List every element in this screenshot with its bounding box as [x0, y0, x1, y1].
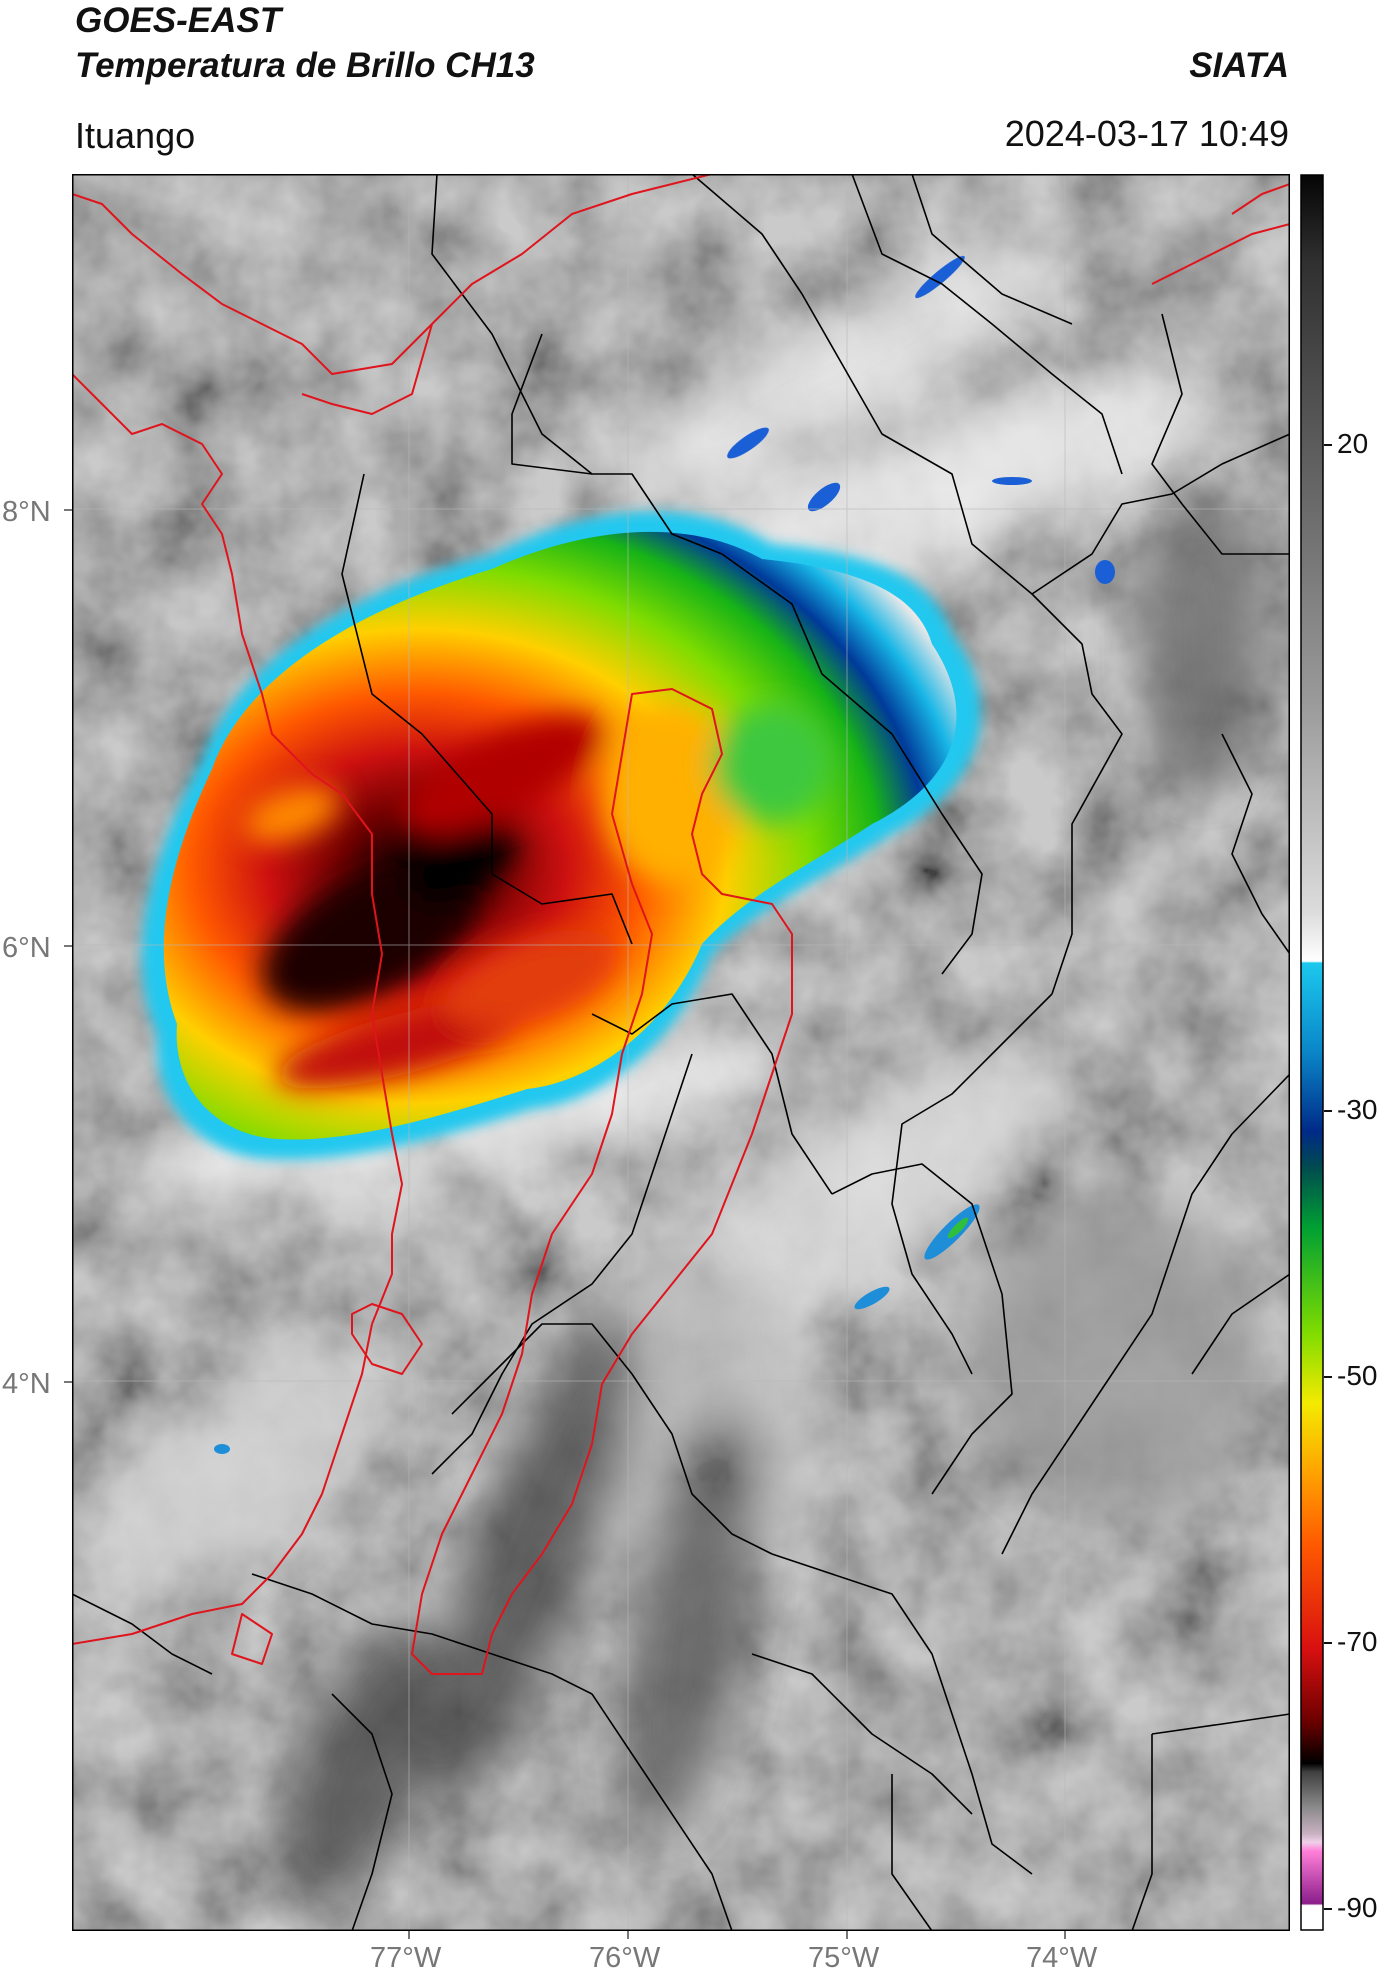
colorbar-label-neg90: -90 [1337, 1892, 1378, 1923]
lat-tick-8n: 8°N [2, 496, 51, 528]
lat-tick-mark [64, 945, 72, 947]
municipal-boundaries [72, 174, 1290, 1931]
colorbar [1300, 174, 1324, 1931]
cloud-banks [101, 242, 1262, 1907]
storm-cloud-cluster [141, 511, 981, 1160]
lat-tick-mark [64, 1381, 72, 1383]
coast-dept-boundaries [72, 174, 1290, 1675]
colorbar-label-neg70: -70 [1337, 1626, 1378, 1657]
colorbar-label-neg50: -50 [1337, 1360, 1378, 1391]
map-frame [72, 174, 1290, 1931]
small-convective-cells [214, 255, 1115, 1454]
graticule [72, 174, 1290, 1931]
lon-tick-74w: 74°W [1026, 1942, 1098, 1974]
lon-tick-77w: 77°W [370, 1942, 442, 1974]
lon-tick-mark [1064, 1931, 1066, 1939]
title-line-2: Temperatura de Brillo CH13 [75, 46, 535, 85]
lon-tick-75w: 75°W [808, 1942, 880, 1974]
lat-tick-mark [64, 509, 72, 511]
title-line-1: GOES-EAST [75, 1, 282, 40]
timestamp-label: 2024-03-17 10:49 [1004, 113, 1289, 154]
colorbar-tick [1324, 1110, 1332, 1112]
colorbar-label-neg30: -30 [1337, 1094, 1378, 1125]
agency-label: SIATA [1189, 46, 1289, 85]
lat-tick-4n: 4°N [2, 1368, 51, 1400]
colorbar-tick [1324, 1908, 1332, 1910]
colorbar-tick [1324, 1642, 1332, 1644]
colorbar-tick [1324, 444, 1332, 446]
colorbar-tick [1324, 1376, 1332, 1378]
colorbar-label-20: 20 [1337, 428, 1369, 459]
region-label: Ituango [75, 115, 196, 156]
lon-tick-76w: 76°W [589, 1942, 661, 1974]
lon-tick-mark [408, 1931, 410, 1939]
lon-tick-mark [846, 1931, 848, 1939]
lon-tick-mark [627, 1931, 629, 1939]
lat-tick-6n: 6°N [2, 932, 51, 964]
satellite-map [72, 174, 1290, 1931]
